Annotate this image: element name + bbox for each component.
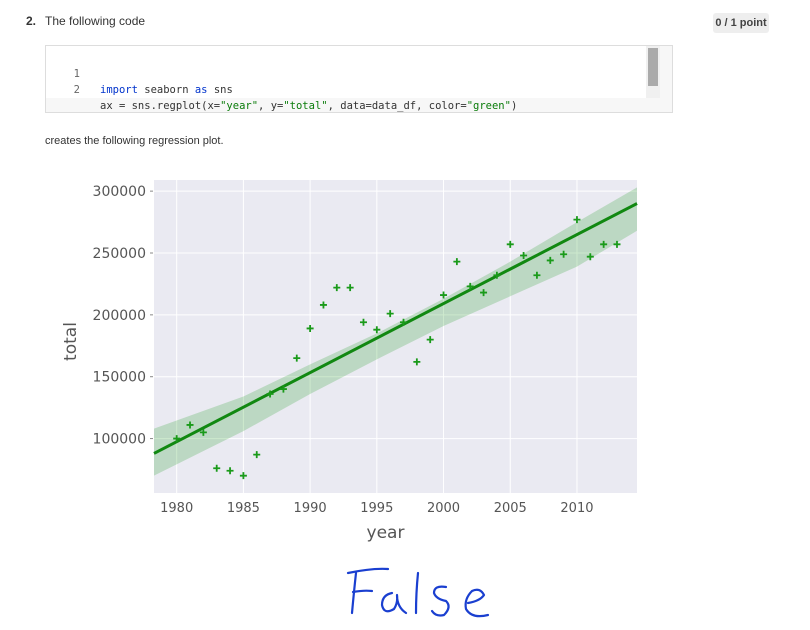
code-scrollbar[interactable] [646, 46, 660, 98]
data-point [560, 250, 568, 258]
y-tick-label: 100000 [93, 432, 146, 448]
data-point [319, 301, 327, 309]
data-point [466, 282, 474, 290]
regression-line [153, 202, 638, 455]
code-string: "green" [466, 100, 511, 112]
code-token: seaborn [137, 84, 195, 96]
data-point [453, 258, 461, 266]
data-point [199, 428, 207, 436]
y-tick-label: 150000 [93, 370, 146, 386]
code-token: ax = sns.regplot(x= [100, 100, 221, 112]
regression-plot: 100000 150000 200000 250000 300000 1980 1985 19… [61, 180, 638, 543]
code-string: "year" [220, 100, 259, 112]
y-tick-label: 200000 [93, 308, 146, 324]
data-point [239, 472, 247, 480]
data-point [546, 256, 554, 264]
data-point [386, 310, 394, 318]
data-point [346, 284, 354, 292]
data-point [480, 289, 488, 297]
confidence-band [154, 187, 637, 476]
data-point [400, 318, 408, 326]
code-token: sns [207, 84, 233, 96]
x-tick-label: 1990 [294, 501, 327, 516]
data-point [333, 284, 341, 292]
question-number: 2. [26, 14, 37, 28]
data-point [426, 336, 434, 344]
description-text: creates the following regression plot. [45, 135, 224, 147]
data-point [173, 435, 181, 443]
line-number: 1 [73, 68, 80, 80]
x-tick-label: 1985 [227, 501, 260, 516]
data-point [186, 421, 194, 429]
data-point [253, 451, 261, 459]
handwritten-answer [346, 567, 490, 618]
data-point [533, 271, 541, 279]
code-token: ) [510, 100, 518, 112]
data-point [373, 326, 381, 334]
code-line-1: 1 import seaborn as sns [46, 50, 660, 96]
data-point [506, 240, 514, 248]
data-point [613, 240, 621, 248]
scrollbar-thumb[interactable] [648, 48, 658, 86]
x-tick-label: 1995 [360, 501, 393, 516]
y-tick-label: 300000 [93, 184, 146, 200]
plot-background [154, 180, 637, 493]
code-token: , data=data_df, color= [327, 100, 467, 112]
data-point [440, 291, 448, 299]
code-text: ax = sns.regplot(x="year", y="total", da… [100, 98, 517, 114]
code-line-2: 2 ax = sns.regplot(x="year", y="total", … [46, 66, 660, 112]
code-keyword: import [100, 84, 138, 96]
points-badge: 0 / 1 point [713, 13, 769, 33]
question-text: The following code [45, 14, 146, 28]
x-tick-label: 2000 [427, 501, 460, 516]
y-axis-label: total [61, 322, 81, 361]
data-point [600, 240, 608, 248]
code-text: import seaborn as sns [100, 82, 233, 98]
x-tick-label: 1980 [160, 501, 193, 516]
y-tick-label: 250000 [93, 246, 146, 262]
data-point [226, 467, 234, 475]
data-point [279, 385, 287, 393]
x-tick-label: 2010 [560, 501, 593, 516]
code-string: "total" [283, 100, 328, 112]
x-tick-label: 2005 [494, 501, 527, 516]
data-point [266, 390, 274, 398]
code-block: 1 import seaborn as sns 2 ax = sns.regpl… [45, 45, 673, 113]
data-point [413, 358, 421, 366]
data-point [306, 324, 314, 332]
data-point [586, 253, 594, 261]
data-point [293, 354, 301, 362]
data-point [493, 271, 501, 279]
x-axis-label: year [367, 523, 405, 543]
data-point [359, 318, 367, 326]
code-editor[interactable]: 1 import seaborn as sns 2 ax = sns.regpl… [46, 46, 660, 112]
code-keyword: as [194, 84, 208, 96]
data-point [213, 464, 221, 472]
data-point [520, 251, 528, 259]
line-number: 2 [73, 84, 80, 96]
code-token: , y= [258, 100, 284, 112]
data-point [573, 216, 581, 224]
